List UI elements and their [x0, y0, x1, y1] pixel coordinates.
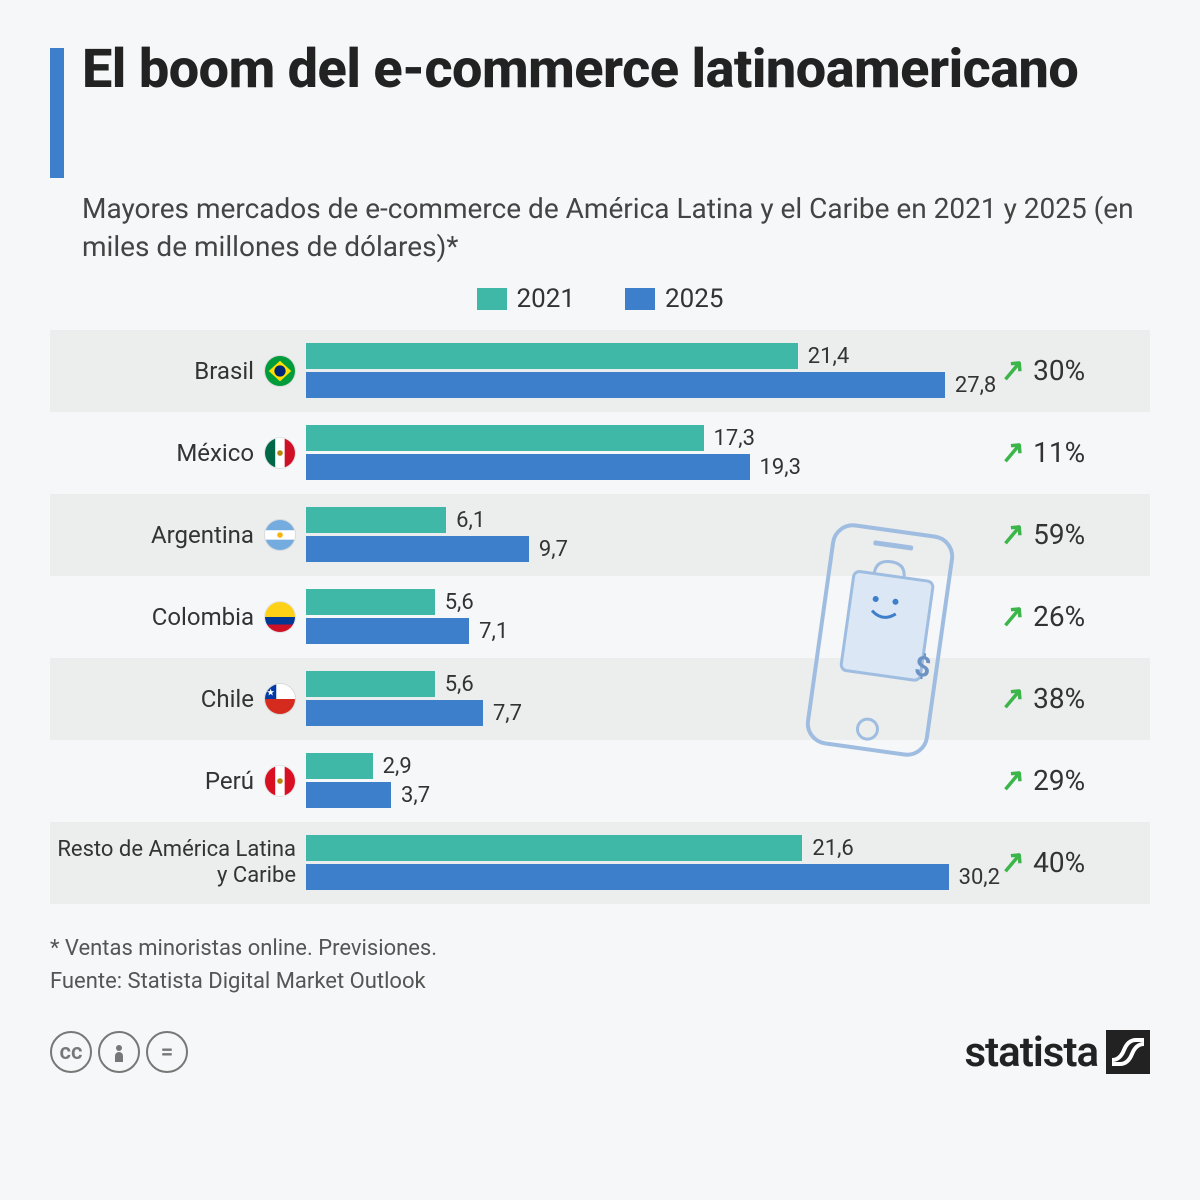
colombia-flag-icon [264, 601, 296, 633]
bars: 21,6 30,2 [300, 832, 1000, 893]
bar-value: 27,8 [955, 373, 996, 398]
cc-nd-icon: = [146, 1031, 188, 1073]
bar-a: 17,3 [306, 425, 1000, 451]
arrow-up-icon: ↗ [999, 352, 1027, 389]
cc-icon: cc [50, 1031, 92, 1073]
chart-row: Colombia5,67,1↗26% [50, 576, 1150, 658]
growth-value: ↗30% [1000, 353, 1150, 388]
chart-row: México17,319,3↗11% [50, 412, 1150, 494]
footnote-line1: * Ventas minoristas online. Previsiones. [50, 936, 437, 961]
arrow-up-icon: ↗ [999, 598, 1027, 635]
chart-row: Resto de América Latina y Caribe 21,6 30,2… [50, 822, 1150, 904]
arrow-up-icon: ↗ [999, 516, 1027, 553]
row-label: Argentina [50, 519, 300, 551]
page-title: El boom del e-commerce latinoamericano [82, 40, 1078, 100]
brazil-flag-icon [264, 355, 296, 387]
growth-value: ↗26% [1000, 599, 1150, 634]
bar-a: 6,1 [306, 507, 1000, 533]
legend-item-2025: 2025 [625, 284, 723, 314]
bars: 2,93,7 [300, 750, 1000, 811]
row-label: Colombia [50, 601, 300, 633]
row-label: Perú [50, 765, 300, 797]
bars: 21,4 27,8 [300, 340, 1000, 401]
bar-value: 21,4 [808, 344, 849, 369]
row-label: México [50, 437, 300, 469]
bar-b: 7,1 [306, 618, 1000, 644]
bar-value: 9,7 [539, 537, 568, 562]
arrow-up-icon: ↗ [999, 434, 1027, 471]
chile-flag-icon: ★ [264, 683, 296, 715]
growth-value: ↗11% [1000, 435, 1150, 470]
bars: 5,6 7,7 [300, 668, 1000, 729]
subtitle: Mayores mercados de e-commerce de Améric… [82, 190, 1150, 266]
arrow-up-icon: ↗ [999, 680, 1027, 717]
bar-a: 21,4 [306, 343, 1000, 369]
bars: 17,319,3 [300, 422, 1000, 483]
peru-flag-icon [264, 765, 296, 797]
row-label: Brasil [50, 355, 300, 387]
legend: 2021 2025 [50, 284, 1150, 314]
chart-row: Chile★ 5,6 7,7 ↗38% [50, 658, 1150, 740]
legend-item-2021: 2021 [477, 284, 575, 314]
bar-value: 7,7 [493, 701, 522, 726]
svg-text:★: ★ [266, 687, 274, 698]
footnote-line2: Fuente: Statista Digital Market Outlook [50, 969, 426, 994]
bars: 5,67,1 [300, 586, 1000, 647]
legend-swatch-2025 [625, 288, 655, 310]
row-label: Chile★ [50, 683, 300, 715]
growth-value: ↗29% [1000, 763, 1150, 798]
bar-value: 5,6 [445, 590, 474, 615]
bar-value: 5,6 [445, 672, 474, 697]
legend-label-2021: 2021 [517, 284, 575, 314]
growth-value: ↗40% [1000, 845, 1150, 880]
statista-logo: statista [964, 1028, 1150, 1077]
bar-value: 2,9 [383, 754, 412, 779]
growth-value: ↗38% [1000, 681, 1150, 716]
chart-row: Brasil 21,4 27,8↗30% [50, 330, 1150, 412]
legend-label-2025: 2025 [665, 284, 723, 314]
mexico-flag-icon [264, 437, 296, 469]
bar-value: 3,7 [401, 783, 430, 808]
argentina-flag-icon [264, 519, 296, 551]
bar-value: 21,6 [812, 836, 853, 861]
row-label: Resto de América Latina y Caribe [50, 837, 300, 888]
arrow-up-icon: ↗ [999, 762, 1027, 799]
bar-chart: $ Brasil21,427,8↗30%México17,319,3↗11%Ar… [50, 330, 1150, 904]
brand-text: statista [964, 1028, 1098, 1077]
bar-a: 5,6 [306, 671, 1000, 697]
arrow-up-icon: ↗ [999, 844, 1027, 881]
legend-swatch-2021 [477, 288, 507, 310]
bar-b: 30,2 [306, 864, 1000, 890]
statista-mark-icon [1106, 1030, 1150, 1074]
chart-row: Perú2,93,7↗29% [50, 740, 1150, 822]
growth-value: ↗59% [1000, 517, 1150, 552]
bar-value: 17,3 [714, 426, 755, 451]
bar-value: 19,3 [760, 455, 801, 480]
footnote: * Ventas minoristas online. Previsiones.… [50, 932, 1150, 998]
bar-b: 19,3 [306, 454, 1000, 480]
license-icons: cc = [50, 1031, 188, 1073]
title-accent-bar [50, 48, 64, 178]
bar-a: 2,9 [306, 753, 1000, 779]
cc-by-icon [98, 1031, 140, 1073]
chart-row: Argentina 6,1 9,7 ↗59% [50, 494, 1150, 576]
bar-b: 7,7 [306, 700, 1000, 726]
bars: 6,1 9,7 [300, 504, 1000, 565]
bar-value: 7,1 [479, 619, 508, 644]
bar-b: 27,8 [306, 372, 1000, 398]
bar-a: 5,6 [306, 589, 1000, 615]
bar-value: 30,2 [959, 865, 1000, 890]
bar-value: 6,1 [456, 508, 485, 533]
bar-b: 3,7 [306, 782, 1000, 808]
bar-a: 21,6 [306, 835, 1000, 861]
bar-b: 9,7 [306, 536, 1000, 562]
